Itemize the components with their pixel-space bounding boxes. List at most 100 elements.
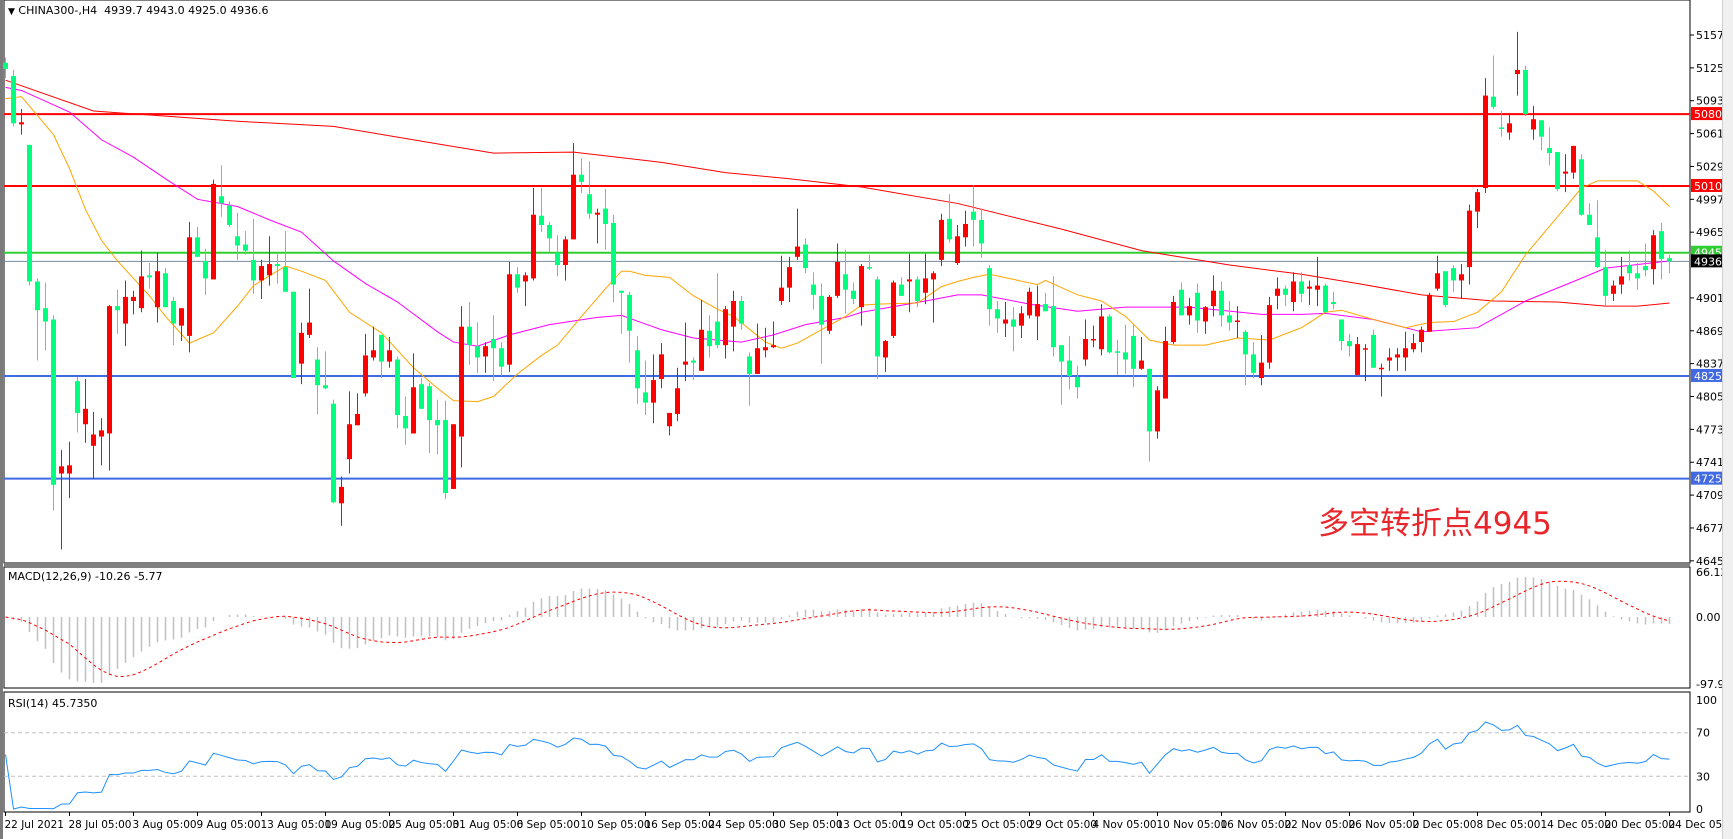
candle [1035,285,1040,341]
candle-body [1115,351,1120,353]
candle-body [1539,120,1544,137]
rsi-scale-label: 100 [1696,694,1717,707]
time-axis-label: 13 Oct 05:00 [837,819,905,831]
candle [707,315,712,358]
candle-body [235,236,240,246]
candle [507,261,512,372]
candle [667,412,672,436]
candle-body [267,264,272,276]
candle [331,399,336,504]
candle-body [475,346,480,358]
candle-body [1643,266,1648,271]
candle-body [923,278,928,293]
candle [1195,283,1200,333]
candle [1451,265,1456,292]
candle-body [619,290,624,293]
candle-body [1547,147,1552,154]
candle [659,343,664,389]
candle [411,353,416,434]
candle [155,252,160,323]
candle-body [1131,335,1136,369]
candle-body [427,386,432,421]
time-axis-label: 24 Dec 05:00 [1669,819,1733,831]
candle [1643,243,1648,277]
candle [315,347,320,414]
candle-body [1483,95,1488,189]
candle [891,280,896,338]
time-axis-label: 31 Aug 05:00 [453,819,524,831]
candle [563,236,568,281]
candle [1603,249,1608,306]
candle-body [1347,341,1352,347]
candle-body [91,434,96,446]
candle-body [1531,119,1536,130]
candle [483,342,488,373]
candle [475,322,480,373]
candle-body [771,345,776,348]
candle-body [491,338,496,349]
candle [1363,344,1368,382]
candle-body [1067,360,1072,376]
candle [1611,280,1616,301]
candle [1227,300,1232,331]
candle-body [1147,368,1152,432]
time-axis-label: 22 Nov 05:00 [1285,819,1356,831]
candle-body [659,354,664,380]
candle [1107,314,1112,354]
candle [883,340,888,372]
candle-body [1619,276,1624,285]
candle-body [979,219,984,244]
candle [83,379,88,443]
candle [979,208,984,258]
candle-body [1219,290,1224,316]
time-axis-label: 10 Sep 05:00 [581,819,651,831]
candle-body [195,237,200,257]
time-axis-label: 4 Nov 05:00 [1093,819,1157,831]
candle-body [1099,316,1104,350]
candle [859,264,864,326]
candle [1091,325,1096,348]
candle-body [1107,316,1112,353]
candle [1387,348,1392,371]
macd-panel-frame [3,566,1691,689]
candle-body [1123,352,1128,360]
candle-body [395,359,400,415]
annotation-text: 多空转折点4945 [1318,506,1552,542]
candle [1539,120,1544,151]
candle-body [1291,281,1296,303]
candle [211,179,216,280]
candle-body [515,274,520,288]
candle [1547,127,1552,166]
candle-body [1315,285,1320,290]
time-axis-label: 29 Oct 05:00 [1029,819,1097,831]
candle-body [163,273,168,308]
candle [499,342,504,376]
candle [419,378,424,409]
candle [851,282,856,305]
candle [995,300,1000,333]
candle [1411,333,1416,353]
triangle-down-icon[interactable]: ▼ [8,7,15,17]
candle [739,295,744,330]
candle [443,400,448,500]
time-axis-label: 16 Nov 05:00 [1221,819,1292,831]
time-axis-label: 26 Nov 05:00 [1349,819,1420,831]
candle-body [171,300,176,324]
candle [267,236,272,286]
candle [1251,342,1256,379]
candle [1235,306,1240,338]
candle-body [331,403,336,503]
candle-body [315,359,320,386]
candle-body [563,239,568,266]
candle [1507,114,1512,140]
candle-body [579,174,584,182]
candle [651,354,656,424]
candle-body [19,122,24,125]
candle [1299,272,1304,303]
candle [163,268,168,308]
candle-body [1603,267,1608,296]
candle [1427,292,1432,332]
time-axis-label: 30 Sep 05:00 [773,819,843,831]
candle [675,367,680,422]
